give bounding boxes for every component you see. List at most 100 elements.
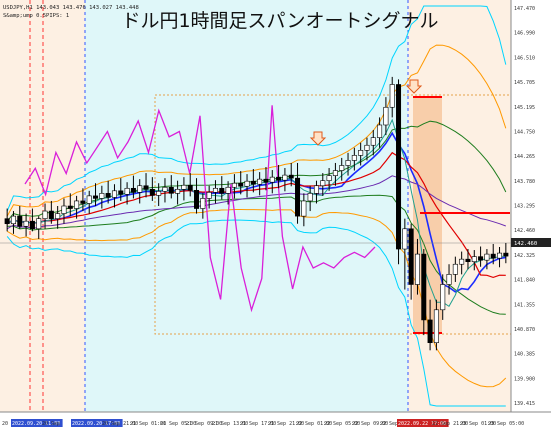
candle-body-down — [421, 253, 427, 321]
candle-body-down — [105, 193, 111, 198]
time-tick: 21 Sep 13:00 — [212, 421, 248, 427]
candle-body-up — [99, 193, 105, 199]
candle-body-up — [301, 200, 307, 217]
candle — [484, 249, 490, 270]
candle — [244, 174, 250, 198]
signal-markers — [309, 79, 423, 146]
candle-body-up — [452, 263, 458, 275]
candle-body-up — [345, 160, 351, 166]
candle-body-up — [162, 186, 168, 192]
candle-body-down — [17, 215, 23, 227]
candle — [326, 168, 332, 191]
candle-body-down — [29, 220, 35, 230]
candle — [67, 193, 73, 217]
candle-body-up — [86, 195, 92, 204]
time-tick: 21 Sep 09:00 — [186, 421, 222, 427]
candle-body-up — [351, 155, 357, 161]
candle — [257, 172, 263, 196]
candle — [194, 178, 200, 214]
candle — [219, 176, 225, 200]
candle-body-down — [194, 190, 200, 209]
moving-average-slow — [6, 175, 506, 230]
price-tick: 146.990 — [514, 31, 535, 37]
candle — [36, 216, 42, 239]
candle-body-down — [396, 84, 402, 250]
candle — [288, 162, 294, 187]
candle-body-down — [490, 253, 496, 259]
moving-average-mid — [6, 151, 506, 279]
candle — [105, 180, 111, 204]
candle-body-up — [10, 215, 16, 225]
candle — [212, 180, 218, 204]
candle — [313, 180, 319, 204]
current-price-label: 142.460 — [514, 241, 537, 247]
candle — [421, 249, 427, 336]
candle — [48, 200, 54, 224]
candle — [118, 178, 124, 201]
candles — [4, 76, 509, 351]
candle-body-down — [80, 200, 86, 204]
candle-body-down — [238, 182, 244, 187]
candle-body-up — [231, 182, 237, 188]
oscillator-line — [24, 105, 376, 313]
candle-body-up — [244, 180, 250, 187]
candle-body-up — [377, 124, 383, 138]
candle — [332, 162, 338, 186]
candle-body-up — [433, 309, 439, 344]
candle-body-up — [383, 106, 389, 126]
price-tick: 139.900 — [514, 376, 535, 382]
candle-body-up — [137, 185, 143, 193]
candle-body-down — [503, 252, 509, 257]
candle-body-up — [364, 144, 370, 151]
candle — [143, 173, 149, 198]
candle — [396, 79, 402, 265]
candle-body-up — [124, 187, 130, 195]
candle — [345, 152, 351, 176]
time-tick: 22 Sep 05:00 — [324, 421, 360, 427]
time-tick: 21 Sep 21:00 — [268, 421, 304, 427]
candle — [440, 274, 446, 320]
spread-header: S&amp;ump 0.5PIPS: 1 — [3, 13, 69, 19]
candle-body-up — [497, 252, 503, 259]
candle — [465, 249, 471, 270]
candle-body-up — [111, 190, 117, 198]
candle-body-up — [484, 253, 490, 261]
time-tick: 21 Sep 17:00 — [240, 421, 276, 427]
time-tick: 21 Sep 05:00 — [160, 421, 196, 427]
time-tick-highlight — [71, 419, 123, 427]
candle — [269, 170, 275, 194]
price-axis — [511, 0, 551, 412]
candle-body-down — [295, 177, 301, 217]
candle-body-up — [55, 213, 61, 219]
time-tick: 22 Sep 21:00 — [432, 421, 468, 427]
band-upper-3sigma — [6, 5, 507, 212]
signal-down-arrow-icon — [405, 79, 423, 94]
current-price-badge: 142.460 — [511, 238, 551, 247]
candle-body-down — [67, 205, 73, 209]
candle-body-down — [250, 180, 256, 185]
candle-body-down — [143, 185, 149, 190]
candle — [433, 299, 439, 351]
candle-body-up — [42, 210, 48, 219]
price-tick: 143.780 — [514, 179, 535, 185]
candle — [130, 175, 136, 199]
band-lower-1sigma — [7, 194, 506, 315]
candle-body-up — [257, 178, 263, 185]
candle-body-up — [212, 187, 218, 193]
time-tick-highlight — [397, 419, 449, 427]
candle — [238, 171, 244, 195]
price-tick: 146.510 — [514, 55, 535, 61]
candle — [497, 247, 503, 268]
candle-body-down — [408, 228, 414, 285]
price-tick: 141.840 — [514, 278, 535, 284]
candle — [339, 157, 345, 181]
candle — [389, 76, 395, 118]
candle — [23, 213, 29, 237]
candle — [301, 193, 307, 227]
candle-body-down — [118, 190, 124, 195]
candle — [181, 177, 187, 201]
candle — [402, 218, 408, 290]
price-tick: 140.870 — [514, 327, 535, 333]
